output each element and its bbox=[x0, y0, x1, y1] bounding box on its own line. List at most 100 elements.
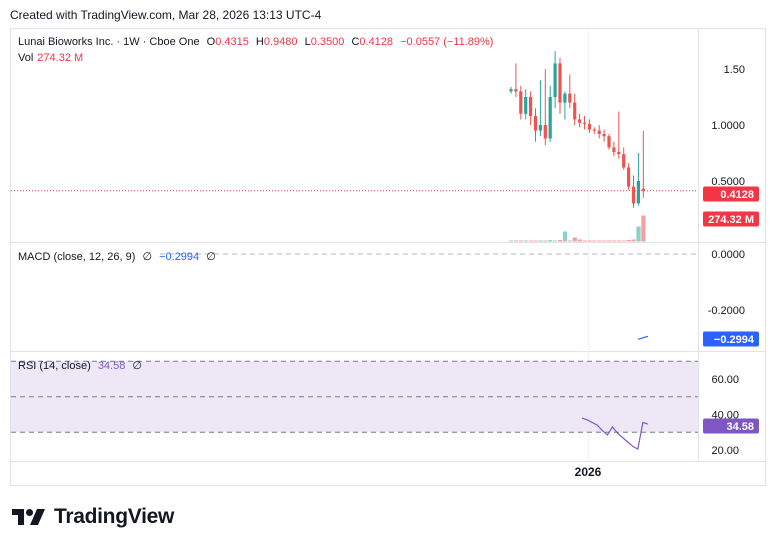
price-axis: 1.501.00000.50000.0000-0.200060.0040.002… bbox=[575, 64, 759, 479]
candle-body bbox=[553, 63, 557, 97]
candle-body bbox=[578, 119, 582, 123]
volume-bar bbox=[548, 240, 553, 242]
candle-body bbox=[538, 125, 542, 131]
grid-layer bbox=[11, 29, 765, 462]
open-label: O bbox=[206, 36, 216, 48]
volume-bar bbox=[611, 240, 617, 242]
high-value: 0.9480 bbox=[263, 36, 298, 48]
macd-title: MACD (close, 12, 26, 9) bbox=[18, 251, 136, 263]
last-price-label-bg bbox=[703, 186, 759, 202]
volume-bar bbox=[538, 240, 543, 242]
candle-body bbox=[627, 167, 631, 187]
volume-bar bbox=[567, 240, 572, 242]
low-label: L bbox=[304, 36, 311, 48]
candle-body bbox=[533, 116, 538, 131]
volume-bar bbox=[577, 239, 582, 242]
price-tick-label: 0.5000 bbox=[711, 176, 745, 188]
rsi-line bbox=[581, 417, 649, 451]
low-value: 0.3500 bbox=[310, 36, 345, 48]
rsi-empty: ∅ bbox=[132, 360, 142, 372]
volume-legend: Vol 274.32 M bbox=[18, 52, 83, 64]
candle-body bbox=[582, 122, 587, 124]
price-tick-label: 1.0000 bbox=[711, 120, 745, 132]
indicator-lines bbox=[581, 335, 649, 451]
close-value: 0.4128 bbox=[359, 36, 394, 48]
created-with-caption: Created with TradingView.com, Mar 28, 20… bbox=[10, 8, 322, 22]
volume-bar bbox=[626, 240, 631, 242]
candle-body bbox=[524, 97, 528, 114]
volume-bar bbox=[621, 240, 626, 242]
candle-body bbox=[622, 154, 626, 168]
rsi-tick-label: 20.00 bbox=[711, 445, 739, 457]
candle-body bbox=[558, 63, 562, 103]
high-label: H bbox=[255, 36, 264, 48]
macd-empty-1: ∅ bbox=[142, 251, 153, 263]
volume-bar bbox=[562, 231, 568, 242]
price-tick-label: 1.50 bbox=[724, 64, 745, 76]
candle-body bbox=[641, 188, 645, 191]
candlestick-series bbox=[509, 51, 645, 208]
candle-body bbox=[587, 123, 591, 130]
volume-bar bbox=[543, 240, 548, 242]
last-price-label: 0.4128 bbox=[720, 189, 754, 201]
candle-body bbox=[602, 133, 606, 137]
candle-body bbox=[573, 102, 577, 120]
candle-body bbox=[612, 147, 616, 152]
volume-bar bbox=[636, 226, 641, 242]
volume-bar bbox=[518, 240, 523, 242]
macd-empty-2: ∅ bbox=[206, 251, 216, 263]
candle-body bbox=[543, 125, 547, 139]
candle-body bbox=[617, 151, 621, 155]
volume-bar bbox=[528, 240, 533, 242]
rsi-legend: RSI (14, close) 34.58 ∅ bbox=[18, 359, 142, 372]
volume-bar bbox=[582, 240, 587, 242]
volume-bar bbox=[592, 240, 597, 242]
candle-body bbox=[631, 186, 636, 204]
candle-body bbox=[597, 130, 601, 134]
candle-body bbox=[548, 97, 552, 139]
tradingview-logo: TradingView bbox=[12, 505, 175, 528]
main-legend: Lunai Bioworks Inc. · 1W · Cboe One O0.4… bbox=[18, 36, 493, 48]
candle-body bbox=[568, 93, 572, 103]
volume-bar bbox=[513, 240, 519, 242]
volume-bar bbox=[641, 215, 646, 242]
volume-bars bbox=[509, 215, 646, 242]
volume-bar bbox=[631, 239, 636, 242]
macd-value: −0.2994 bbox=[159, 251, 200, 263]
candle-body bbox=[509, 89, 513, 92]
volume-axis-label: 274.32 M bbox=[708, 214, 754, 226]
volume-bar bbox=[587, 240, 592, 242]
candle-body bbox=[529, 97, 533, 117]
chart-frame bbox=[10, 28, 766, 486]
volume-bar bbox=[509, 240, 514, 242]
volume-bar bbox=[607, 240, 612, 242]
rsi-last-label: 34.58 bbox=[726, 421, 754, 433]
volume-axis-label-bg bbox=[703, 211, 759, 227]
volume-bar bbox=[533, 240, 538, 242]
x-tick-label: 2026 bbox=[575, 465, 602, 479]
volume-bar bbox=[558, 240, 563, 242]
symbol-title: Lunai Bioworks Inc. · 1W · Cboe One bbox=[18, 36, 200, 48]
candle-body bbox=[563, 93, 567, 103]
volume-value: 274.32 M bbox=[37, 52, 84, 64]
candle-body bbox=[636, 181, 640, 204]
tradingview-logo-icon bbox=[12, 509, 45, 525]
rsi-last-label-bg bbox=[703, 418, 759, 434]
candle-body bbox=[514, 89, 518, 92]
candle-body bbox=[607, 136, 611, 148]
macd-tick-label: 0.0000 bbox=[711, 249, 745, 261]
volume-bar bbox=[597, 240, 602, 242]
open-value: 0.4315 bbox=[215, 36, 249, 48]
macd-last-label-bg bbox=[703, 331, 759, 347]
tradingview-logo-text: TradingView bbox=[54, 505, 175, 528]
volume-label: Vol bbox=[18, 52, 34, 64]
macd-tick-label: -0.2000 bbox=[708, 305, 745, 317]
rsi-tick-label: 60.00 bbox=[711, 374, 739, 386]
macd-last-label: −0.2994 bbox=[714, 334, 755, 346]
rsi-title: RSI (14, close) bbox=[18, 360, 91, 372]
volume-bar bbox=[616, 240, 621, 242]
volume-bar bbox=[602, 240, 607, 242]
close-label: C bbox=[351, 36, 360, 48]
macd-legend: MACD (close, 12, 26, 9) ∅ −0.2994 ∅ bbox=[18, 250, 216, 263]
